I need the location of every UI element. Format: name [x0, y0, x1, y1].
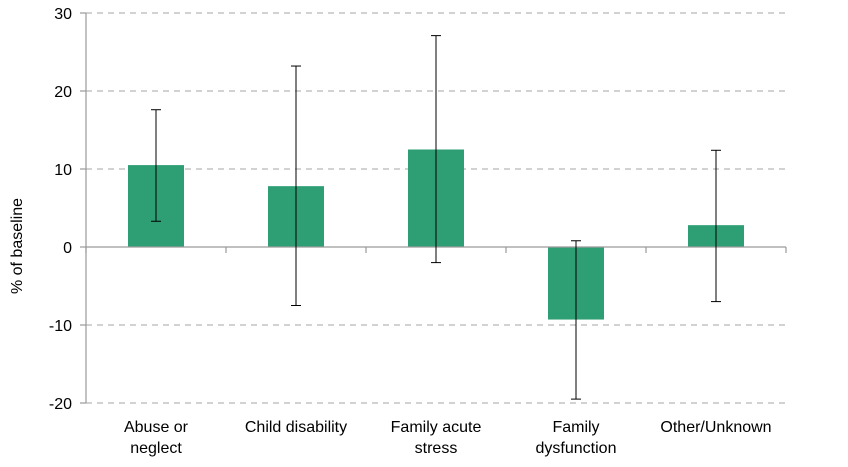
y-tick-label: 20: [54, 84, 72, 101]
x-category-label-3: Family acute stress: [391, 419, 482, 457]
y-tick-label: 30: [54, 6, 72, 23]
y-tick-label: -20: [49, 396, 72, 413]
y-tick-label: -10: [49, 318, 72, 335]
x-category-label-1: Abuse or neglect: [124, 419, 189, 457]
x-category-label-line: Other/Unknown: [660, 419, 771, 436]
x-category-label-line: Family acute: [391, 419, 482, 436]
y-tick-label: 0: [63, 240, 72, 257]
gridlines: [86, 12, 786, 404]
x-category-label-2: Child disability: [245, 419, 347, 436]
x-category-label-5: Other/Unknown: [660, 419, 771, 436]
x-category-label-line: dysfunction: [536, 440, 617, 457]
y-tick-label: 10: [54, 162, 72, 179]
x-category-label-line: Abuse or: [124, 419, 189, 436]
x-category-label-4: Family dysfunction: [536, 419, 617, 457]
x-category-label-line: neglect: [130, 440, 182, 457]
y-axis-title: % of baseline: [9, 198, 26, 294]
x-category-label-line: stress: [415, 440, 458, 457]
labels: 30 20 10 0 -10 -20 Abuse or neglect Child disabi…: [49, 6, 772, 457]
error-bars: [151, 35, 721, 400]
x-category-label-line: Child disability: [245, 419, 347, 436]
x-category-label-line: Family: [552, 419, 599, 436]
